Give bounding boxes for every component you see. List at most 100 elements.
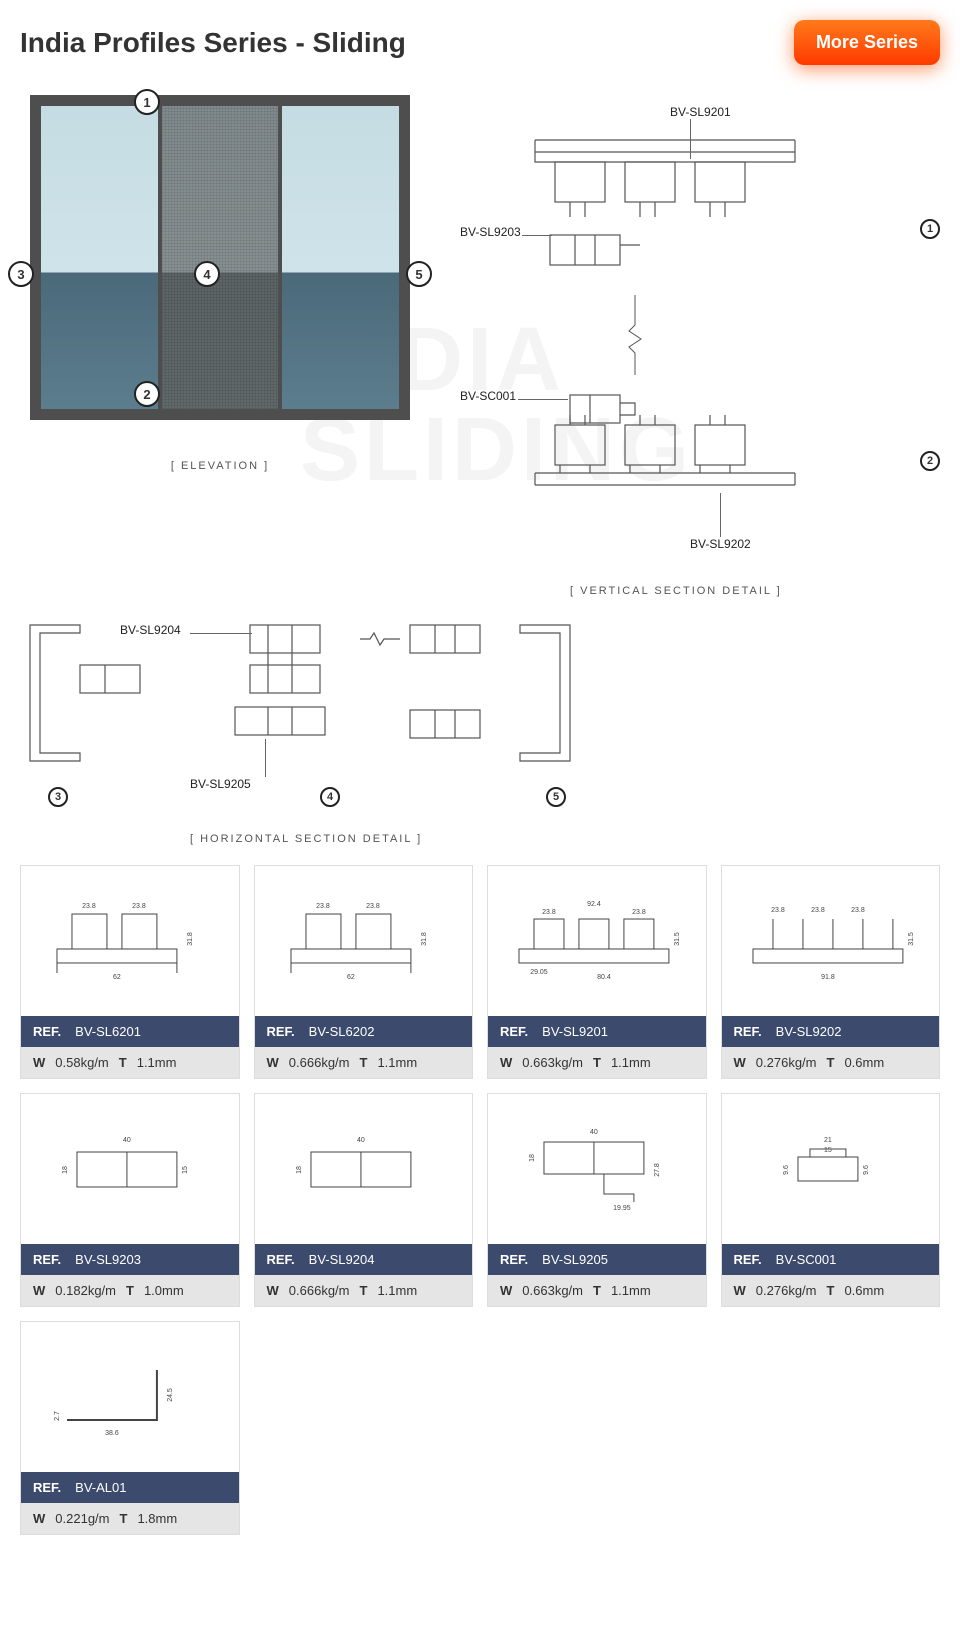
profile-drawing: 92.423.823.829.0580.431.5 — [488, 866, 706, 1016]
t-label: T — [826, 1283, 834, 1298]
svg-text:23.8: 23.8 — [316, 903, 330, 910]
more-series-button[interactable]: More Series — [794, 20, 940, 65]
profile-drawing: 38.624.52.7 — [21, 1322, 239, 1472]
svg-text:9.6: 9.6 — [863, 1165, 870, 1175]
svg-text:23.8: 23.8 — [132, 903, 146, 910]
label-bottom-sash: BV-SC001 — [460, 389, 516, 403]
ref-value: BV-AL01 — [75, 1480, 126, 1495]
w-value: 0.663kg/m — [522, 1055, 583, 1070]
t-label: T — [119, 1055, 127, 1070]
svg-text:40: 40 — [590, 1129, 598, 1136]
spec-bar: W 0.276kg/m T 0.6mm — [722, 1275, 940, 1306]
ref-bar: REF. BV-SL6201 — [21, 1016, 239, 1047]
w-label: W — [500, 1283, 512, 1298]
w-value: 0.276kg/m — [756, 1055, 817, 1070]
svg-text:19.95: 19.95 — [613, 1204, 631, 1211]
vertical-section-label: [ VERTICAL SECTION DETAIL ] — [570, 585, 782, 597]
spec-bar: W 0.663kg/m T 1.1mm — [488, 1047, 706, 1078]
hsection-callout-5: 5 — [546, 787, 566, 807]
svg-text:15: 15 — [182, 1166, 189, 1174]
w-value: 0.221g/m — [55, 1511, 109, 1526]
t-value: 1.1mm — [377, 1283, 417, 1298]
t-value: 1.8mm — [137, 1511, 177, 1526]
w-value: 0.666kg/m — [289, 1283, 350, 1298]
svg-text:23.8: 23.8 — [811, 907, 825, 914]
elevation-figure: 1 2 3 4 5 [ ELEVATION ] — [20, 95, 420, 472]
svg-text:24.5: 24.5 — [167, 1388, 174, 1402]
callout-4: 4 — [194, 261, 220, 287]
vertical-section-figure: BV-SL9201 BV-SL9203 1 — [460, 95, 940, 595]
ref-bar: REF. BV-SL9202 — [722, 1016, 940, 1047]
ref-label: REF. — [734, 1252, 762, 1267]
svg-text:2.7: 2.7 — [54, 1411, 61, 1421]
callout-5: 5 — [406, 261, 432, 287]
callout-3: 3 — [8, 261, 34, 287]
profile-drawing: 23.8 23.8 62 31.8 — [255, 866, 473, 1016]
ref-label: REF. — [33, 1252, 61, 1267]
ref-value: BV-SL9204 — [309, 1252, 375, 1267]
svg-text:31.8: 31.8 — [421, 932, 428, 946]
window-pane-mesh — [160, 104, 281, 411]
ref-value: BV-SL9201 — [542, 1024, 608, 1039]
ref-bar: REF. BV-SL9205 — [488, 1244, 706, 1275]
leader-line — [265, 739, 266, 777]
vsection-callout-1: 1 — [920, 219, 940, 239]
horizontal-section-figure: BV-SL9204 BV-SL9205 3 4 5 [ HORIZONTAL S… — [20, 615, 940, 845]
svg-text:18: 18 — [296, 1166, 303, 1174]
svg-text:23.8: 23.8 — [632, 909, 646, 916]
spec-bar: W 0.663kg/m T 1.1mm — [488, 1275, 706, 1306]
ref-value: BV-SL6201 — [75, 1024, 141, 1039]
ref-bar: REF. BV-SL9201 — [488, 1016, 706, 1047]
profile-drawing: 4018 — [255, 1094, 473, 1244]
ref-bar: REF. BV-SC001 — [722, 1244, 940, 1275]
svg-text:23.8: 23.8 — [82, 903, 96, 910]
svg-text:23.8: 23.8 — [366, 903, 380, 910]
svg-text:62: 62 — [347, 973, 355, 980]
window-elevation — [30, 95, 410, 420]
label-top-frame: BV-SL9201 — [670, 105, 731, 119]
spec-bar: W 0.182kg/m T 1.0mm — [21, 1275, 239, 1306]
label-top-sash: BV-SL9203 — [460, 225, 521, 239]
profile-drawing: 21159.69.6 — [722, 1094, 940, 1244]
window-pane-left — [39, 104, 160, 411]
t-label: T — [119, 1511, 127, 1526]
leader-line — [190, 633, 252, 634]
svg-text:31.5: 31.5 — [908, 932, 915, 946]
t-label: T — [359, 1283, 367, 1298]
w-label: W — [500, 1055, 512, 1070]
profile-drawing: 23.823.823.891.831.5 — [722, 866, 940, 1016]
svg-text:31.8: 31.8 — [187, 932, 194, 946]
ref-bar: REF. BV-SL6202 — [255, 1016, 473, 1047]
spec-bar: W 0.276kg/m T 0.6mm — [722, 1047, 940, 1078]
leader-line — [720, 493, 721, 537]
ref-value: BV-SL6202 — [309, 1024, 375, 1039]
ref-bar: REF. BV-SL9204 — [255, 1244, 473, 1275]
svg-text:15: 15 — [824, 1147, 832, 1154]
svg-text:62: 62 — [113, 973, 121, 980]
ref-bar: REF. BV-AL01 — [21, 1472, 239, 1503]
leader-line — [522, 235, 552, 236]
hsection-callout-4: 4 — [320, 787, 340, 807]
svg-text:29.05: 29.05 — [531, 968, 549, 975]
label-interlock: BV-SL9204 — [120, 623, 181, 637]
ref-label: REF. — [267, 1024, 295, 1039]
w-label: W — [33, 1055, 45, 1070]
profile-card: 23.823.823.891.831.5 REF. BV-SL9202 W 0.… — [721, 865, 941, 1079]
ref-value: BV-SL9202 — [776, 1024, 842, 1039]
t-value: 1.1mm — [611, 1055, 651, 1070]
profile-card: 23.823.86231.8 REF. BV-SL6202 W 0.666kg/… — [254, 865, 474, 1079]
profile-drawing: 40 18 27.8 19.95 — [488, 1094, 706, 1244]
profile-card: 21159.69.6 REF. BV-SC001 W 0.276kg/m T 0… — [721, 1093, 941, 1307]
t-label: T — [126, 1283, 134, 1298]
svg-text:40: 40 — [123, 1137, 131, 1144]
ref-value: BV-SL9203 — [75, 1252, 141, 1267]
t-value: 0.6mm — [844, 1055, 884, 1070]
svg-text:23.8: 23.8 — [771, 907, 785, 914]
leader-line — [690, 119, 691, 159]
svg-text:18: 18 — [529, 1154, 536, 1162]
svg-text:23.8: 23.8 — [542, 909, 556, 916]
t-value: 1.1mm — [611, 1283, 651, 1298]
svg-text:27.8: 27.8 — [654, 1163, 661, 1177]
ref-label: REF. — [734, 1024, 762, 1039]
svg-text:92.4: 92.4 — [587, 901, 601, 908]
